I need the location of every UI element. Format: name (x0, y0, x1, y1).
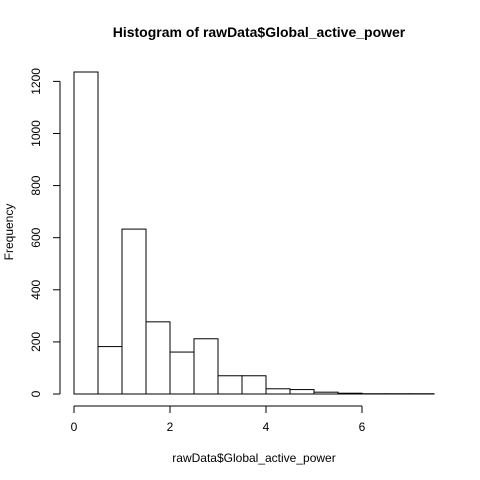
x-tick-label-0: 0 (71, 420, 78, 434)
bars-group (73, 71, 435, 395)
y-axis-label: Frequency (2, 204, 16, 261)
histogram-bar-5 (193, 338, 219, 395)
y-tick-label-5: 1000 (29, 120, 43, 147)
histogram-bar-10 (313, 391, 339, 395)
histogram-bar-0 (73, 71, 99, 395)
x-axis-label: rawData$Global_active_power (172, 451, 335, 465)
x-tick-label-2: 4 (263, 420, 270, 434)
histogram-bar-6 (217, 375, 243, 395)
chart-title: Histogram of rawData$Global_active_power (113, 24, 406, 40)
y-tick-label-6: 1200 (29, 68, 43, 95)
y-tick-label-0: 0 (29, 390, 43, 397)
histogram-bar-4 (169, 351, 195, 395)
y-tick-label-2: 400 (29, 279, 43, 299)
x-tick-label-3: 6 (359, 420, 366, 434)
y-tick-label-4: 800 (29, 175, 43, 195)
y-tick-label-3: 600 (29, 227, 43, 247)
histogram-bar-1 (97, 346, 123, 395)
histogram-bar-2 (121, 228, 147, 395)
histogram-bar-8 (265, 388, 291, 395)
histogram-bar-11 (337, 392, 363, 395)
histogram-bar-7 (241, 375, 267, 395)
x-tick-label-1: 2 (167, 420, 174, 434)
y-axis: 0 200 400 600 800 1000 1200 (29, 68, 61, 397)
histogram-bar-9 (289, 389, 315, 395)
y-tick-label-1: 200 (29, 332, 43, 352)
histogram-bar-3 (145, 321, 171, 395)
x-axis: 0 2 4 6 (71, 405, 366, 434)
